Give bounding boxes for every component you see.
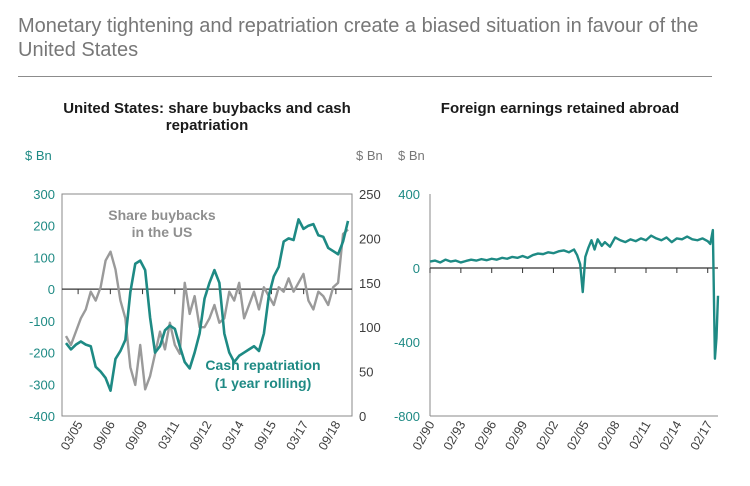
foreign-x-tick-label: 02/11 — [626, 418, 653, 451]
left-plot-frame — [61, 193, 353, 417]
right-y-tick-label: 0 — [359, 409, 366, 424]
left-y-tick-label: 0 — [48, 282, 55, 297]
left-x-tick-label: 03/11 — [155, 418, 182, 451]
foreign-earnings-line — [429, 228, 720, 360]
heading-rule — [18, 76, 712, 77]
buybacks-annotation-line2: in the US — [132, 224, 193, 240]
left-y-tick-label: 300 — [33, 187, 55, 202]
left-x-tick-label: 09/12 — [187, 418, 215, 452]
right-y-tick-label: 50 — [359, 365, 373, 380]
right-axis-unit: $ Bn — [356, 148, 383, 163]
repatriation-annotation-line1: Cash repatriation — [205, 357, 320, 373]
right-y-tick-label: 100 — [359, 320, 381, 335]
foreign-x-tick-label: 02/99 — [502, 418, 530, 452]
left-y-tick-label: -200 — [29, 346, 55, 361]
left-x-tick-label: 09/09 — [122, 418, 150, 452]
foreign-x-tick-label: 02/05 — [564, 418, 592, 452]
right-y-tick-label: 200 — [359, 231, 381, 246]
cash-repatriation-line — [64, 218, 350, 392]
right-chart-title: Foreign earnings retained abroad — [440, 100, 680, 117]
left-x-tick-label: 03/17 — [283, 418, 311, 452]
right-y-tick-label: 250 — [359, 187, 381, 202]
left-y-tick-label: 100 — [33, 250, 55, 265]
foreign-x-tick-label: 02/08 — [595, 418, 623, 452]
left-x-tick-label: 09/18 — [316, 418, 344, 452]
left-axis-unit: $ Bn — [25, 148, 52, 163]
left-x-tick-label: 03/14 — [219, 418, 247, 452]
foreign-x-tick-label: 02/02 — [533, 418, 561, 452]
foreign-x-tick-label: 02/14 — [657, 418, 685, 452]
foreign-x-tick-label: 02/96 — [472, 418, 500, 452]
left-chart-title: United States: share buybacks and cash r… — [63, 100, 351, 134]
foreign-y-tick-label: 400 — [398, 187, 420, 202]
left-x-tick-label: 03/05 — [58, 418, 86, 452]
buybacks-annotation-line1: Share buybacks — [108, 207, 216, 223]
right-y-tick-label: 150 — [359, 276, 381, 291]
left-y-tick-label: -100 — [29, 314, 55, 329]
left-x-tick-label: 09/15 — [251, 418, 279, 452]
left-x-tick-label: 09/06 — [90, 418, 118, 452]
foreign-axis-unit: $ Bn — [398, 148, 425, 163]
foreign-x-tick-label: 02/93 — [441, 418, 469, 452]
left-y-tick-label: -400 — [29, 409, 55, 424]
foreign-y-tick-label: 0 — [413, 261, 420, 276]
repatriation-annotation-line2: (1 year rolling) — [215, 375, 311, 391]
page-heading: Monetary tightening and repatriation cre… — [18, 15, 699, 61]
left-y-tick-label: 200 — [33, 219, 55, 234]
share-buybacks-line — [64, 228, 349, 391]
foreign-y-tick-label: -800 — [394, 409, 420, 424]
left-y-tick-label: -300 — [29, 377, 55, 392]
foreign-x-tick-label: 02/17 — [688, 418, 716, 452]
foreign-y-tick-label: -400 — [394, 335, 420, 350]
